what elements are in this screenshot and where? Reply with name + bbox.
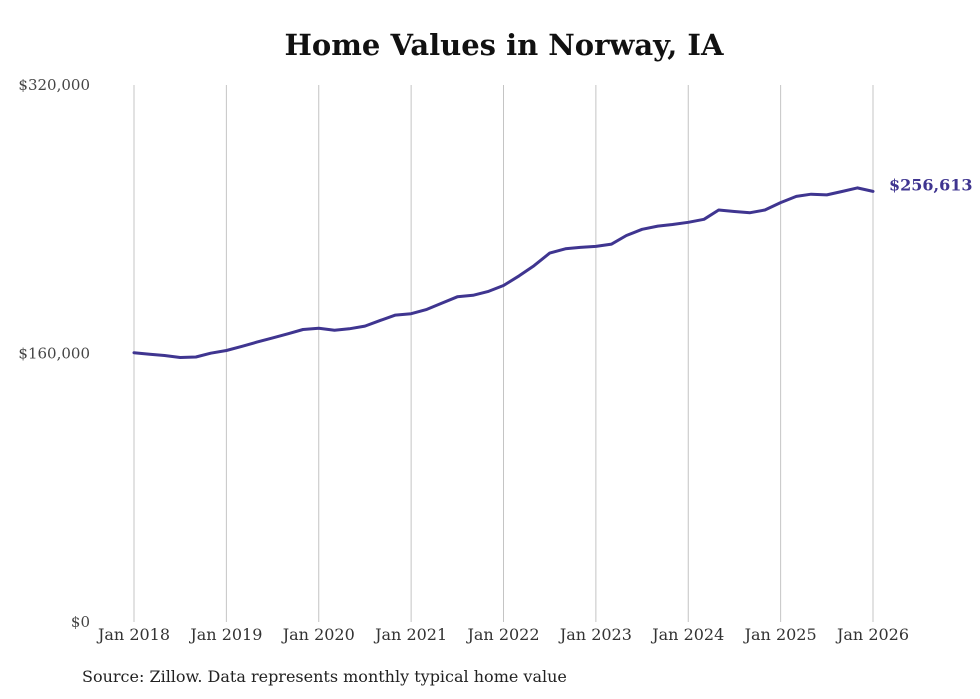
x-tick-label: Jan 2021 bbox=[373, 625, 447, 644]
x-tick-label: Jan 2020 bbox=[281, 625, 355, 644]
series-group bbox=[132, 186, 875, 359]
end-value-label: $256,613 bbox=[889, 175, 973, 194]
y-axis: $0 $160,000 $320,000 bbox=[18, 76, 90, 631]
source-note: Source: Zillow. Data represents monthly … bbox=[82, 667, 567, 686]
x-tick-label: Jan 2024 bbox=[650, 625, 724, 644]
series-line bbox=[132, 186, 875, 359]
y-tick-label: $0 bbox=[71, 613, 90, 631]
x-tick-label: Jan 2026 bbox=[835, 625, 909, 644]
gridlines bbox=[133, 85, 874, 622]
x-tick-label: Jan 2025 bbox=[743, 625, 817, 644]
x-tick-label: Jan 2019 bbox=[188, 625, 262, 644]
chart-title: Home Values in Norway, IA bbox=[284, 28, 724, 62]
data-labels: $256,613 bbox=[889, 175, 973, 194]
y-tick-label: $320,000 bbox=[18, 76, 90, 94]
x-axis: Jan 2018 Jan 2019 Jan 2020 Jan 2021 Jan 2022… bbox=[96, 625, 909, 644]
y-tick-label: $160,000 bbox=[18, 345, 90, 363]
x-tick-label: Jan 2023 bbox=[558, 625, 632, 644]
x-tick-label: Jan 2018 bbox=[96, 625, 170, 644]
x-tick-label: Jan 2022 bbox=[465, 625, 539, 644]
